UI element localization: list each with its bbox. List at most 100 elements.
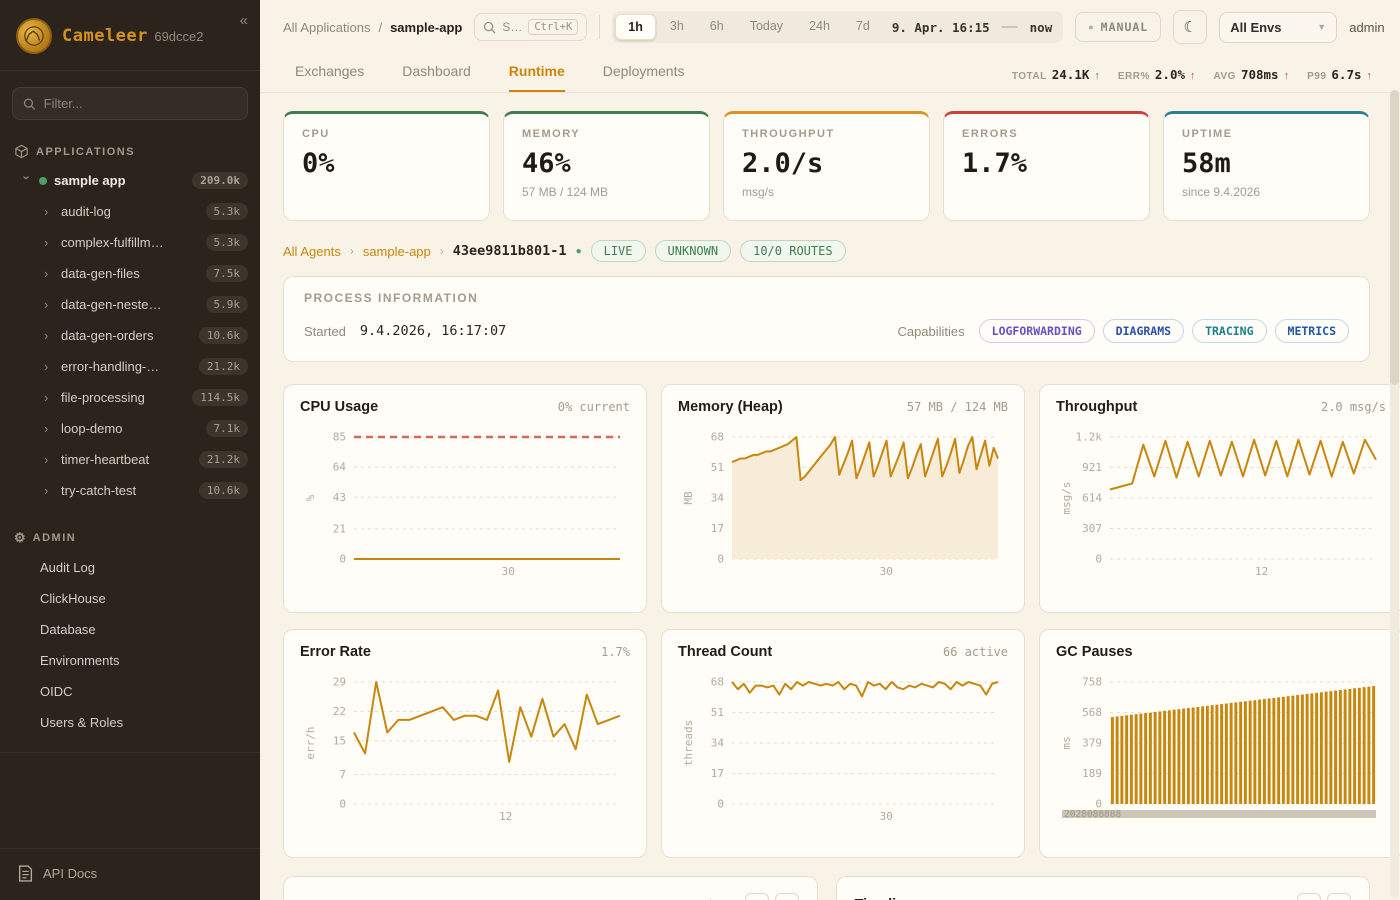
chevron-right-icon[interactable]: › bbox=[44, 421, 49, 436]
tab-dashboard[interactable]: Dashboard bbox=[402, 63, 471, 79]
admin-item-clickhouse[interactable]: ClickHouse bbox=[40, 591, 106, 606]
chevron-right-icon[interactable]: › bbox=[44, 235, 49, 250]
sidebar-route-data-gen-neste[interactable]: › data-gen-neste… 5.9k bbox=[0, 289, 260, 320]
sidebar-route-try-catch-test[interactable]: › try-catch-test 10.6k bbox=[0, 475, 260, 506]
download-button[interactable]: ↓ bbox=[744, 893, 769, 900]
chevron-right-icon[interactable]: › bbox=[44, 390, 49, 405]
svg-text:51: 51 bbox=[711, 461, 724, 474]
user-name[interactable]: admin bbox=[1349, 19, 1385, 35]
svg-text:51: 51 bbox=[711, 706, 724, 719]
agent-badge-unknown: UNKNOWN bbox=[654, 240, 732, 262]
sidebar-route-file-processing[interactable]: › file-processing 114.5k bbox=[0, 382, 260, 413]
sidebar-route-data-gen-files[interactable]: › data-gen-files 7.5k bbox=[0, 258, 260, 289]
svg-text:29: 29 bbox=[333, 676, 346, 689]
sidebar-app-sample-app[interactable]: › sample app 209.0k bbox=[0, 165, 260, 196]
sidebar-route-error-handling-[interactable]: › error-handling-… 21.2k bbox=[0, 351, 260, 382]
admin-item-audit-log[interactable]: Audit Log bbox=[40, 560, 95, 575]
svg-text:758: 758 bbox=[1082, 676, 1102, 689]
admin-item-users-roles[interactable]: Users & Roles bbox=[40, 715, 124, 730]
topbar-divider bbox=[599, 15, 601, 39]
sidebar-route-complex-fulfillm[interactable]: › complex-fulfillm… 5.3k bbox=[0, 227, 260, 258]
chevron-right-icon[interactable]: › bbox=[44, 483, 49, 498]
route-name: complex-fulfillm… bbox=[61, 235, 164, 250]
refresh-button[interactable]: ↻ bbox=[774, 893, 799, 900]
tab-runtime[interactable]: Runtime bbox=[508, 53, 565, 92]
search-icon bbox=[23, 97, 36, 110]
svg-text:30: 30 bbox=[880, 565, 893, 578]
metric-value: 46% bbox=[522, 148, 571, 179]
download-button[interactable]: ↓ bbox=[1297, 893, 1321, 900]
sidebar: Cameleer 69dcce2 « APPLICATIONS › sample… bbox=[0, 0, 260, 900]
range-pill-3h[interactable]: 3h bbox=[669, 19, 684, 33]
dark-mode-toggle[interactable]: ☾ bbox=[1173, 10, 1208, 44]
metric-card-row: CPU 0% MEMORY 46% 57 MB / 124 MB THROUGHPUT 2.… bbox=[283, 111, 1370, 221]
time-range-group: 1h 3h 6h Today 24h 7d 9. Apr. 16:15 — now bbox=[612, 11, 1064, 43]
chart-current-value: 66 active bbox=[942, 645, 1008, 659]
svg-text:68: 68 bbox=[711, 431, 724, 444]
scrollbar-track[interactable] bbox=[1390, 90, 1399, 898]
chevron-down-icon[interactable]: › bbox=[19, 175, 35, 180]
sidebar-collapse-icon[interactable]: « bbox=[239, 12, 248, 29]
tab-deployments[interactable]: Deployments bbox=[602, 63, 685, 79]
sidebar-route-data-gen-orders[interactable]: › data-gen-orders 10.6k bbox=[0, 320, 260, 351]
env-select[interactable]: All Envs ▼ bbox=[1219, 11, 1338, 43]
api-docs-link[interactable]: API Docs bbox=[0, 848, 260, 900]
chart-current-value: 1.7% bbox=[601, 645, 630, 659]
chart-current-value: 2.0 msg/s bbox=[1320, 400, 1386, 414]
chevron-right-icon[interactable]: › bbox=[44, 204, 49, 219]
range-pill-6h[interactable]: 6h bbox=[709, 19, 724, 33]
chevron-right-icon[interactable]: › bbox=[44, 297, 49, 312]
svg-text:0: 0 bbox=[339, 553, 346, 566]
sidebar-filter[interactable] bbox=[12, 87, 248, 120]
route-name: loop-demo bbox=[61, 421, 123, 436]
sidebar-route-audit-log[interactable]: › audit-log 5.3k bbox=[0, 196, 260, 227]
applications-header-label: APPLICATIONS bbox=[36, 145, 136, 158]
chevron-right-icon[interactable]: › bbox=[44, 452, 49, 467]
manual-refresh-button[interactable]: ● MANUAL bbox=[1075, 12, 1162, 42]
chevron-right-icon[interactable]: › bbox=[44, 359, 49, 374]
range-pill-today[interactable]: Today bbox=[749, 19, 784, 33]
time-range-separator: — bbox=[1001, 18, 1018, 35]
refresh-button[interactable]: ↻ bbox=[1327, 893, 1351, 900]
admin-item-database[interactable]: Database bbox=[40, 622, 96, 637]
scrollbar-thumb[interactable] bbox=[1390, 90, 1399, 385]
search-placeholder: S… bbox=[502, 20, 523, 34]
global-search[interactable]: S… Ctrl+K bbox=[474, 13, 588, 41]
sidebar-route-loop-demo[interactable]: › loop-demo 7.1k bbox=[0, 413, 260, 444]
range-pill-7d[interactable]: 7d bbox=[855, 19, 870, 33]
chart-gc-pauses: 758 568 379 189 0 ms 2028088888 bbox=[1060, 676, 1376, 820]
refresh-icon: ↻ bbox=[781, 898, 791, 900]
chevron-right-icon[interactable]: › bbox=[44, 328, 49, 343]
agent-badge-10-0-routes: 10/0 ROUTES bbox=[740, 240, 846, 262]
svg-text:msg/s: msg/s bbox=[1060, 481, 1073, 514]
brand-name: Cameleer bbox=[62, 26, 148, 46]
svg-text:0: 0 bbox=[1095, 553, 1102, 566]
admin-item-oidc[interactable]: OIDC bbox=[40, 684, 73, 699]
capability-pill-tracing: TRACING bbox=[1192, 319, 1267, 343]
route-name: data-gen-orders bbox=[61, 328, 154, 343]
sidebar-route-timer-heartbeat[interactable]: › timer-heartbeat 21.2k bbox=[0, 444, 260, 475]
time-range-to[interactable]: now bbox=[1029, 19, 1053, 35]
sidebar-header: Cameleer 69dcce2 « bbox=[0, 0, 260, 71]
agent-link-all-agents[interactable]: All Agents bbox=[283, 243, 341, 259]
range-pill-24h[interactable]: 24h bbox=[809, 19, 830, 33]
metric-label: MEMORY bbox=[522, 128, 581, 140]
started-label: Started bbox=[304, 323, 346, 339]
admin-item-environments[interactable]: Environments bbox=[40, 653, 120, 668]
svg-text:2028088888: 2028088888 bbox=[1064, 809, 1121, 820]
breadcrumb-root[interactable]: All Applications bbox=[283, 19, 371, 35]
metric-label: CPU bbox=[302, 128, 330, 140]
filter-input[interactable] bbox=[43, 96, 237, 111]
tab-exchanges[interactable]: Exchanges bbox=[295, 63, 365, 79]
svg-text:threads: threads bbox=[682, 720, 695, 766]
range-pill-1h[interactable]: 1h bbox=[615, 14, 656, 40]
agent-link-sample-app[interactable]: sample-app bbox=[362, 243, 431, 259]
metric-label: UPTIME bbox=[1182, 128, 1233, 140]
stat-value: 2.0% bbox=[1154, 67, 1186, 82]
chevron-right-icon[interactable]: › bbox=[44, 266, 49, 281]
svg-text:21: 21 bbox=[333, 522, 346, 535]
trend-arrow-icon: ↑ bbox=[1190, 70, 1196, 82]
time-range-from[interactable]: 9. Apr. 16:15 bbox=[891, 19, 990, 35]
route-count-badge: 21.2k bbox=[198, 451, 248, 468]
chart-card-gc-pauses: GC Pauses 758 568 379 189 0 ms 2028088888 bbox=[1039, 629, 1400, 858]
